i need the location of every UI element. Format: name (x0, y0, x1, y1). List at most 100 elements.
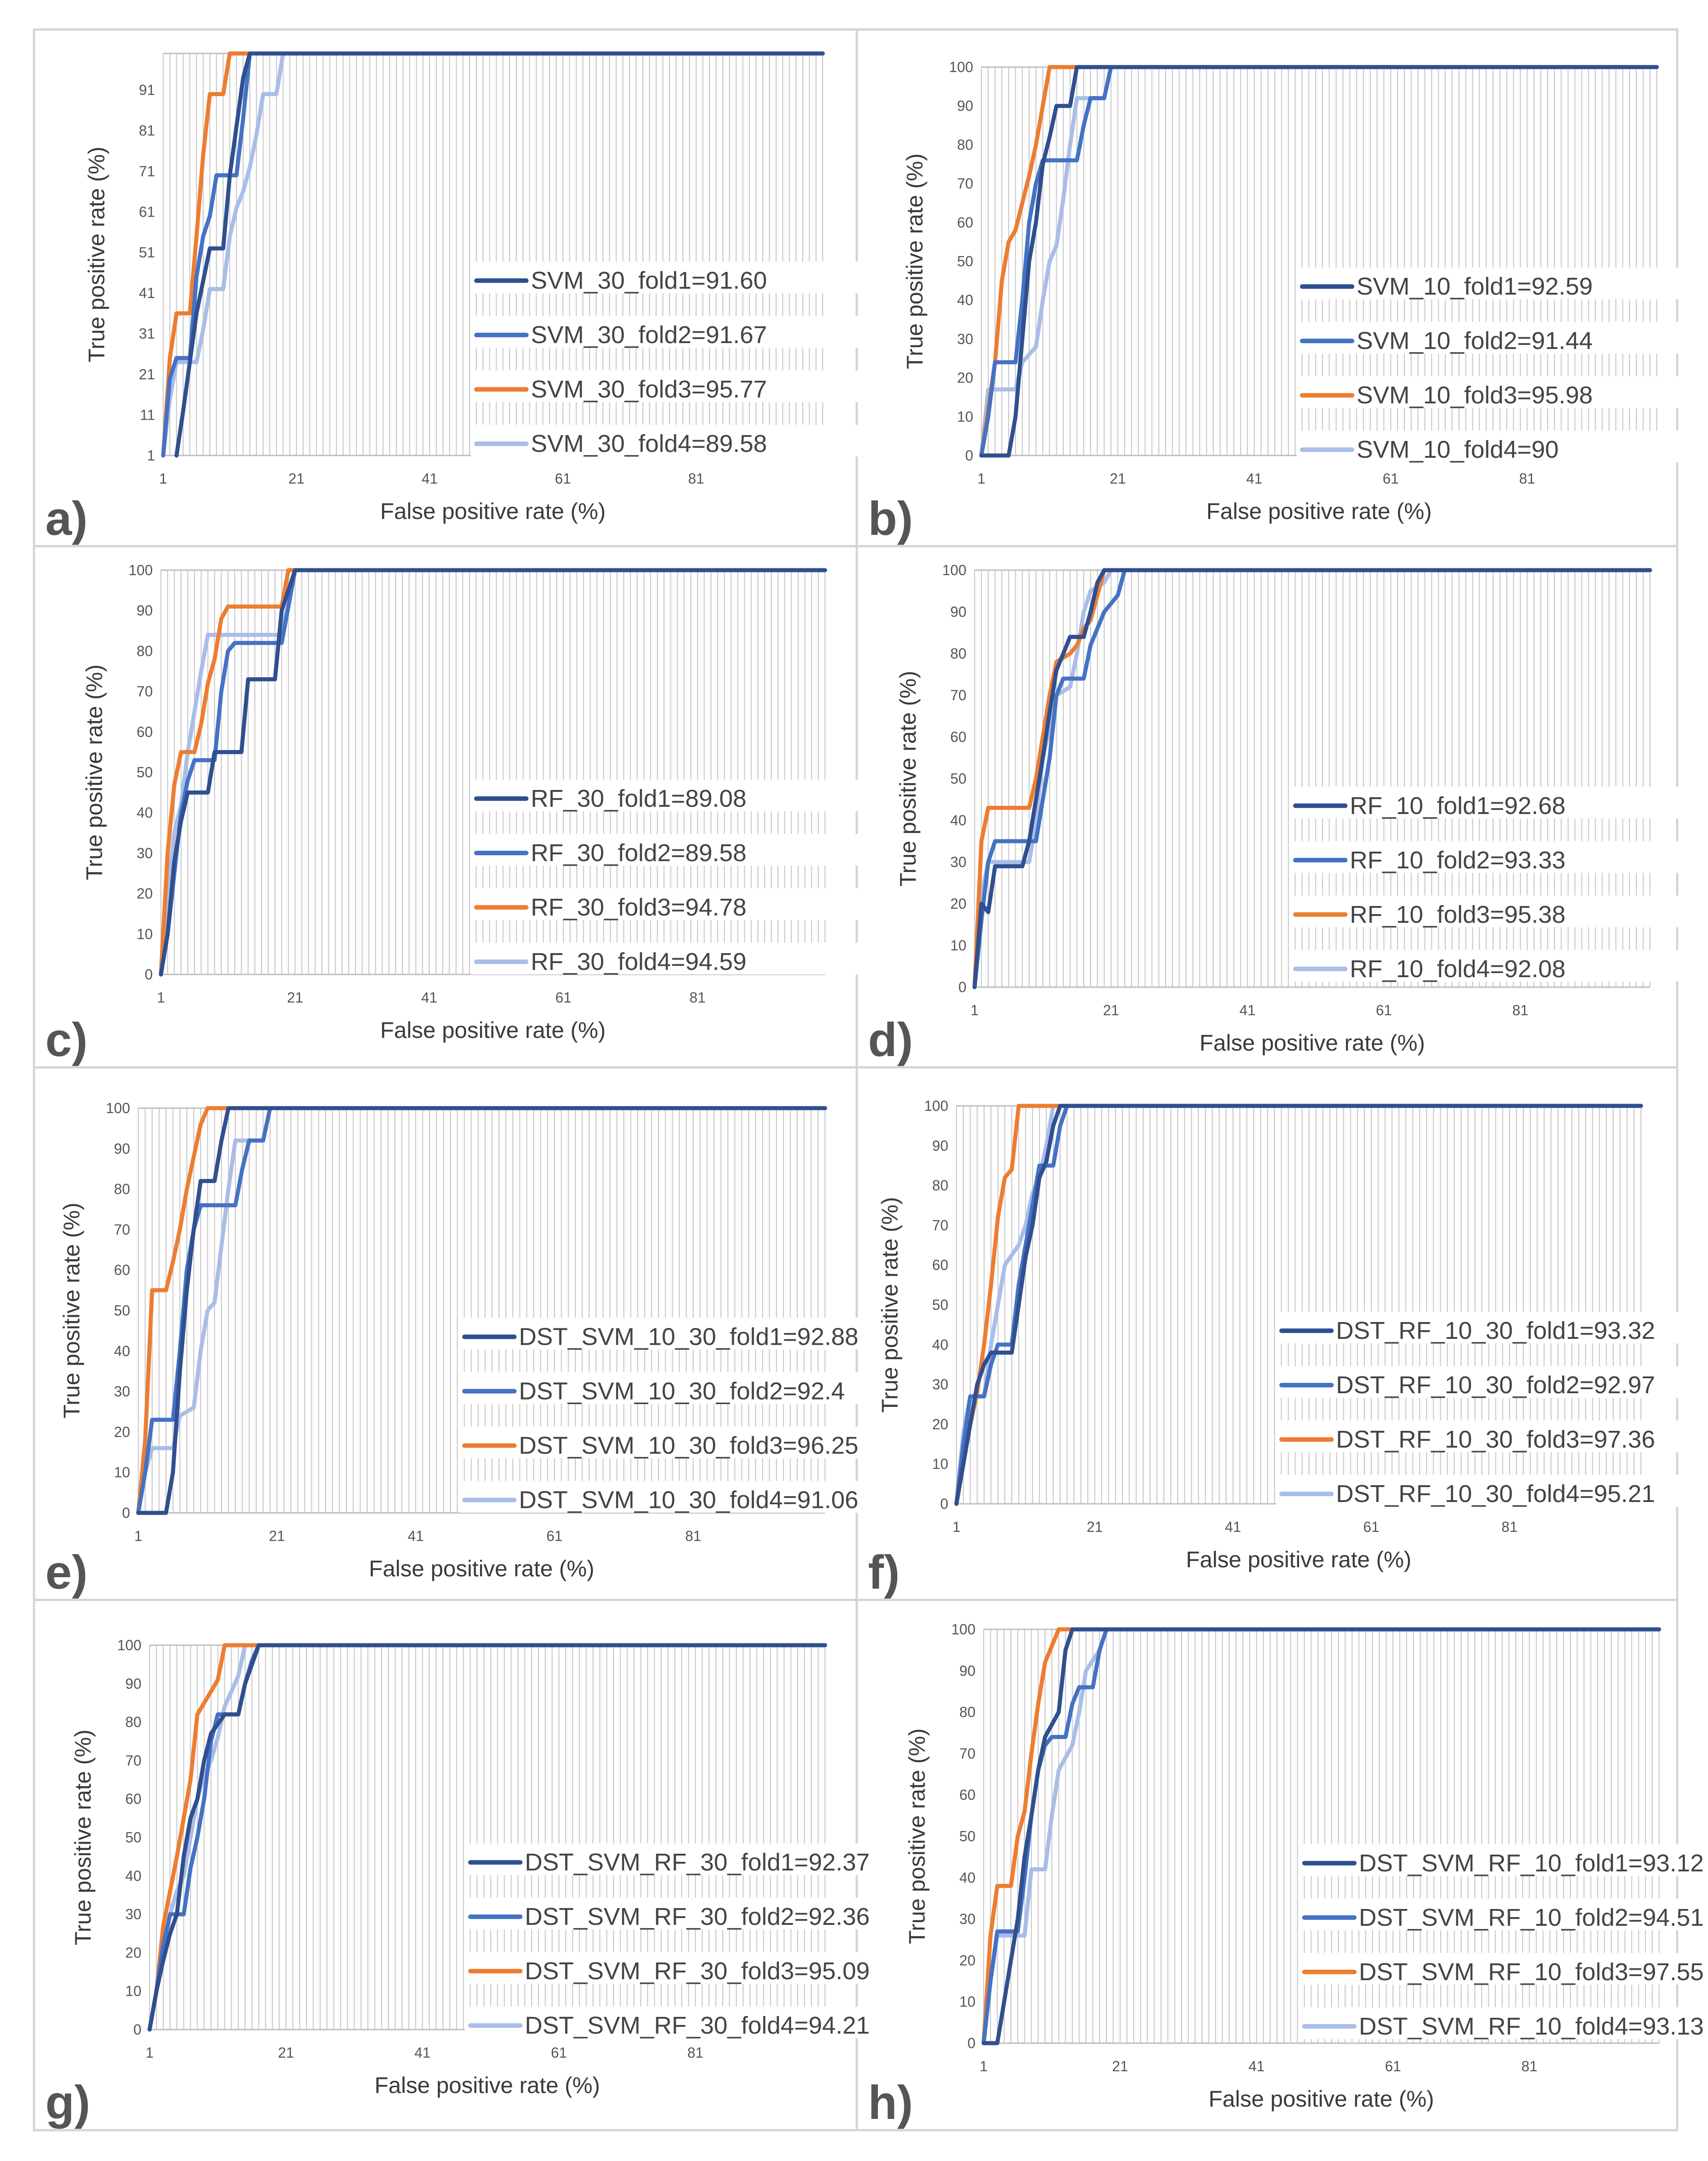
y-axis-title: True positive rate (%) (84, 146, 109, 362)
legend-backdrop (1299, 1844, 1707, 1876)
legend-backdrop (1296, 431, 1705, 463)
y-tick-label: 71 (139, 163, 155, 179)
y-tick-label: 10 (932, 1456, 948, 1472)
legend-backdrop (471, 833, 879, 866)
legend-backdrop (1299, 2007, 1707, 2039)
legend-backdrop (1290, 895, 1698, 927)
y-axis-title: True positive rate (%) (895, 671, 921, 887)
y-axis-title: True positive rate (%) (877, 1197, 903, 1413)
legend-label-fold1: DST_RF_10_30_fold1=93.32 (1336, 1317, 1655, 1344)
panel-label: c) (45, 1013, 87, 1066)
y-tick-label: 40 (950, 812, 966, 829)
legend-backdrop (471, 888, 879, 920)
x-tick-label: 41 (408, 1528, 424, 1544)
y-axis-title: True positive rate (%) (902, 153, 927, 369)
y-tick-label: 0 (965, 447, 973, 464)
x-tick-label: 61 (551, 2045, 567, 2061)
x-tick-label: 41 (1225, 1519, 1241, 1535)
series-line-fold3 (147, 1643, 827, 2032)
y-tick-label: 61 (139, 204, 155, 220)
series-line-fold2 (981, 1627, 1661, 2045)
series-line-fold1 (174, 51, 825, 458)
y-tick-label: 10 (114, 1464, 130, 1481)
x-tick-label: 21 (269, 1528, 285, 1544)
y-tick-label: 100 (106, 1100, 130, 1116)
panel-d: 0 10 20 30 40 50 60 70 80 90 100 1 21 41 61 81 False pos… (868, 562, 1698, 1066)
legend-label-fold4: SVM_30_fold4=89.58 (531, 430, 767, 457)
x-tick-label: 81 (688, 470, 704, 487)
legend-backdrop (1299, 1953, 1707, 1985)
legend-backdrop (471, 316, 879, 348)
x-tick-label: 1 (980, 2058, 988, 2074)
y-tick-label: 20 (950, 896, 966, 912)
panel-label: d) (868, 1013, 913, 1066)
x-tick-label: 21 (288, 470, 305, 487)
y-tick-label: 50 (136, 764, 153, 780)
legend-label-fold2: DST_RF_10_30_fold2=92.97 (1336, 1371, 1655, 1399)
y-tick-label: 80 (950, 645, 966, 662)
x-tick-label: 41 (1248, 2058, 1265, 2074)
y-tick-label: 0 (122, 1505, 130, 1521)
x-tick-label: 81 (689, 989, 706, 1006)
y-axis-title: True positive rate (%) (59, 1202, 84, 1418)
panel-g: 0 10 20 30 40 50 60 70 80 90 100 1 21 41 61 81 False pos… (45, 1637, 873, 2129)
y-axis-title: True positive rate (%) (904, 1728, 930, 1944)
legend: SVM_30_fold1=91.60 SVM_30_fold2=91.67 SVM_… (471, 262, 879, 457)
y-tick-label: 40 (959, 1870, 975, 1886)
legend-backdrop (1276, 1420, 1684, 1453)
series-line-fold1 (136, 1106, 827, 1515)
y-tick-label: 60 (114, 1262, 130, 1278)
y-tick-label: 50 (950, 770, 966, 787)
x-tick-label: 81 (687, 2045, 704, 2061)
panel-h: 0 10 20 30 40 50 60 70 80 90 100 1 21 41 61 81 False pos… (868, 1621, 1707, 2129)
y-tick-label: 50 (957, 253, 973, 270)
series-line-fold2 (972, 568, 1652, 989)
series-line-fold1 (981, 1627, 1661, 2045)
panel-label: b) (868, 492, 913, 545)
x-axis-title: False positive rate (%) (374, 2073, 600, 2098)
x-tick-label: 21 (1103, 1002, 1119, 1018)
legend-label-fold4: DST_SVM_10_30_fold4=91.06 (519, 1487, 859, 1514)
legend-backdrop (1296, 267, 1705, 300)
x-axis-title: False positive rate (%) (369, 1556, 594, 1581)
legend-backdrop (471, 262, 879, 294)
legend-label-fold3: DST_SVM_10_30_fold3=96.25 (519, 1432, 859, 1459)
y-tick-label: 60 (957, 214, 973, 231)
y-tick-label: 80 (125, 1714, 141, 1730)
x-tick-label: 21 (278, 2045, 294, 2061)
y-tick-label: 30 (932, 1376, 948, 1393)
y-tick-label: 10 (950, 937, 966, 954)
x-tick-label: 41 (421, 989, 437, 1006)
panel-label: e) (45, 1546, 87, 1599)
y-tick-label: 70 (950, 687, 966, 703)
y-tick-label: 20 (957, 370, 973, 386)
x-tick-label: 81 (1512, 1002, 1528, 1018)
legend-label-fold1: RF_10_fold1=92.68 (1350, 792, 1566, 819)
x-tick-label: 21 (1110, 470, 1126, 487)
legend-label-fold3: SVM_10_fold3=95.98 (1357, 382, 1593, 409)
legend: DST_SVM_10_30_fold1=92.88 DST_SVM_10_30_f… (459, 1318, 867, 1514)
legend-label-fold3: SVM_30_fold3=95.77 (531, 376, 767, 403)
y-tick-label: 31 (139, 325, 155, 342)
y-tick-label: 90 (136, 602, 153, 619)
y-tick-label: 60 (136, 724, 153, 740)
legend-label-fold3: RF_30_fold3=94.78 (531, 894, 747, 921)
x-tick-label: 1 (157, 989, 165, 1006)
y-tick-label: 30 (125, 1906, 141, 1923)
panel-label: g) (45, 2076, 90, 2129)
y-tick-label: 81 (139, 122, 155, 139)
x-axis-title: False positive rate (%) (1199, 1030, 1425, 1056)
legend-backdrop (1290, 950, 1698, 982)
legend-backdrop (471, 942, 879, 974)
legend: DST_SVM_RF_10_fold1=93.12 DST_SVM_RF_10_f… (1299, 1844, 1707, 2040)
x-axis-title: False positive rate (%) (380, 499, 606, 524)
x-axis-title: False positive rate (%) (1186, 1547, 1411, 1572)
y-tick-label: 100 (951, 1621, 975, 1638)
legend-backdrop (471, 370, 879, 402)
x-axis-title: False positive rate (%) (380, 1018, 606, 1043)
panel-f: 0 10 20 30 40 50 60 70 80 90 100 1 21 41 61 81 False pos… (868, 1098, 1684, 1599)
legend-backdrop (459, 1481, 867, 1513)
legend-label-fold1: DST_SVM_10_30_fold1=92.88 (519, 1323, 859, 1351)
